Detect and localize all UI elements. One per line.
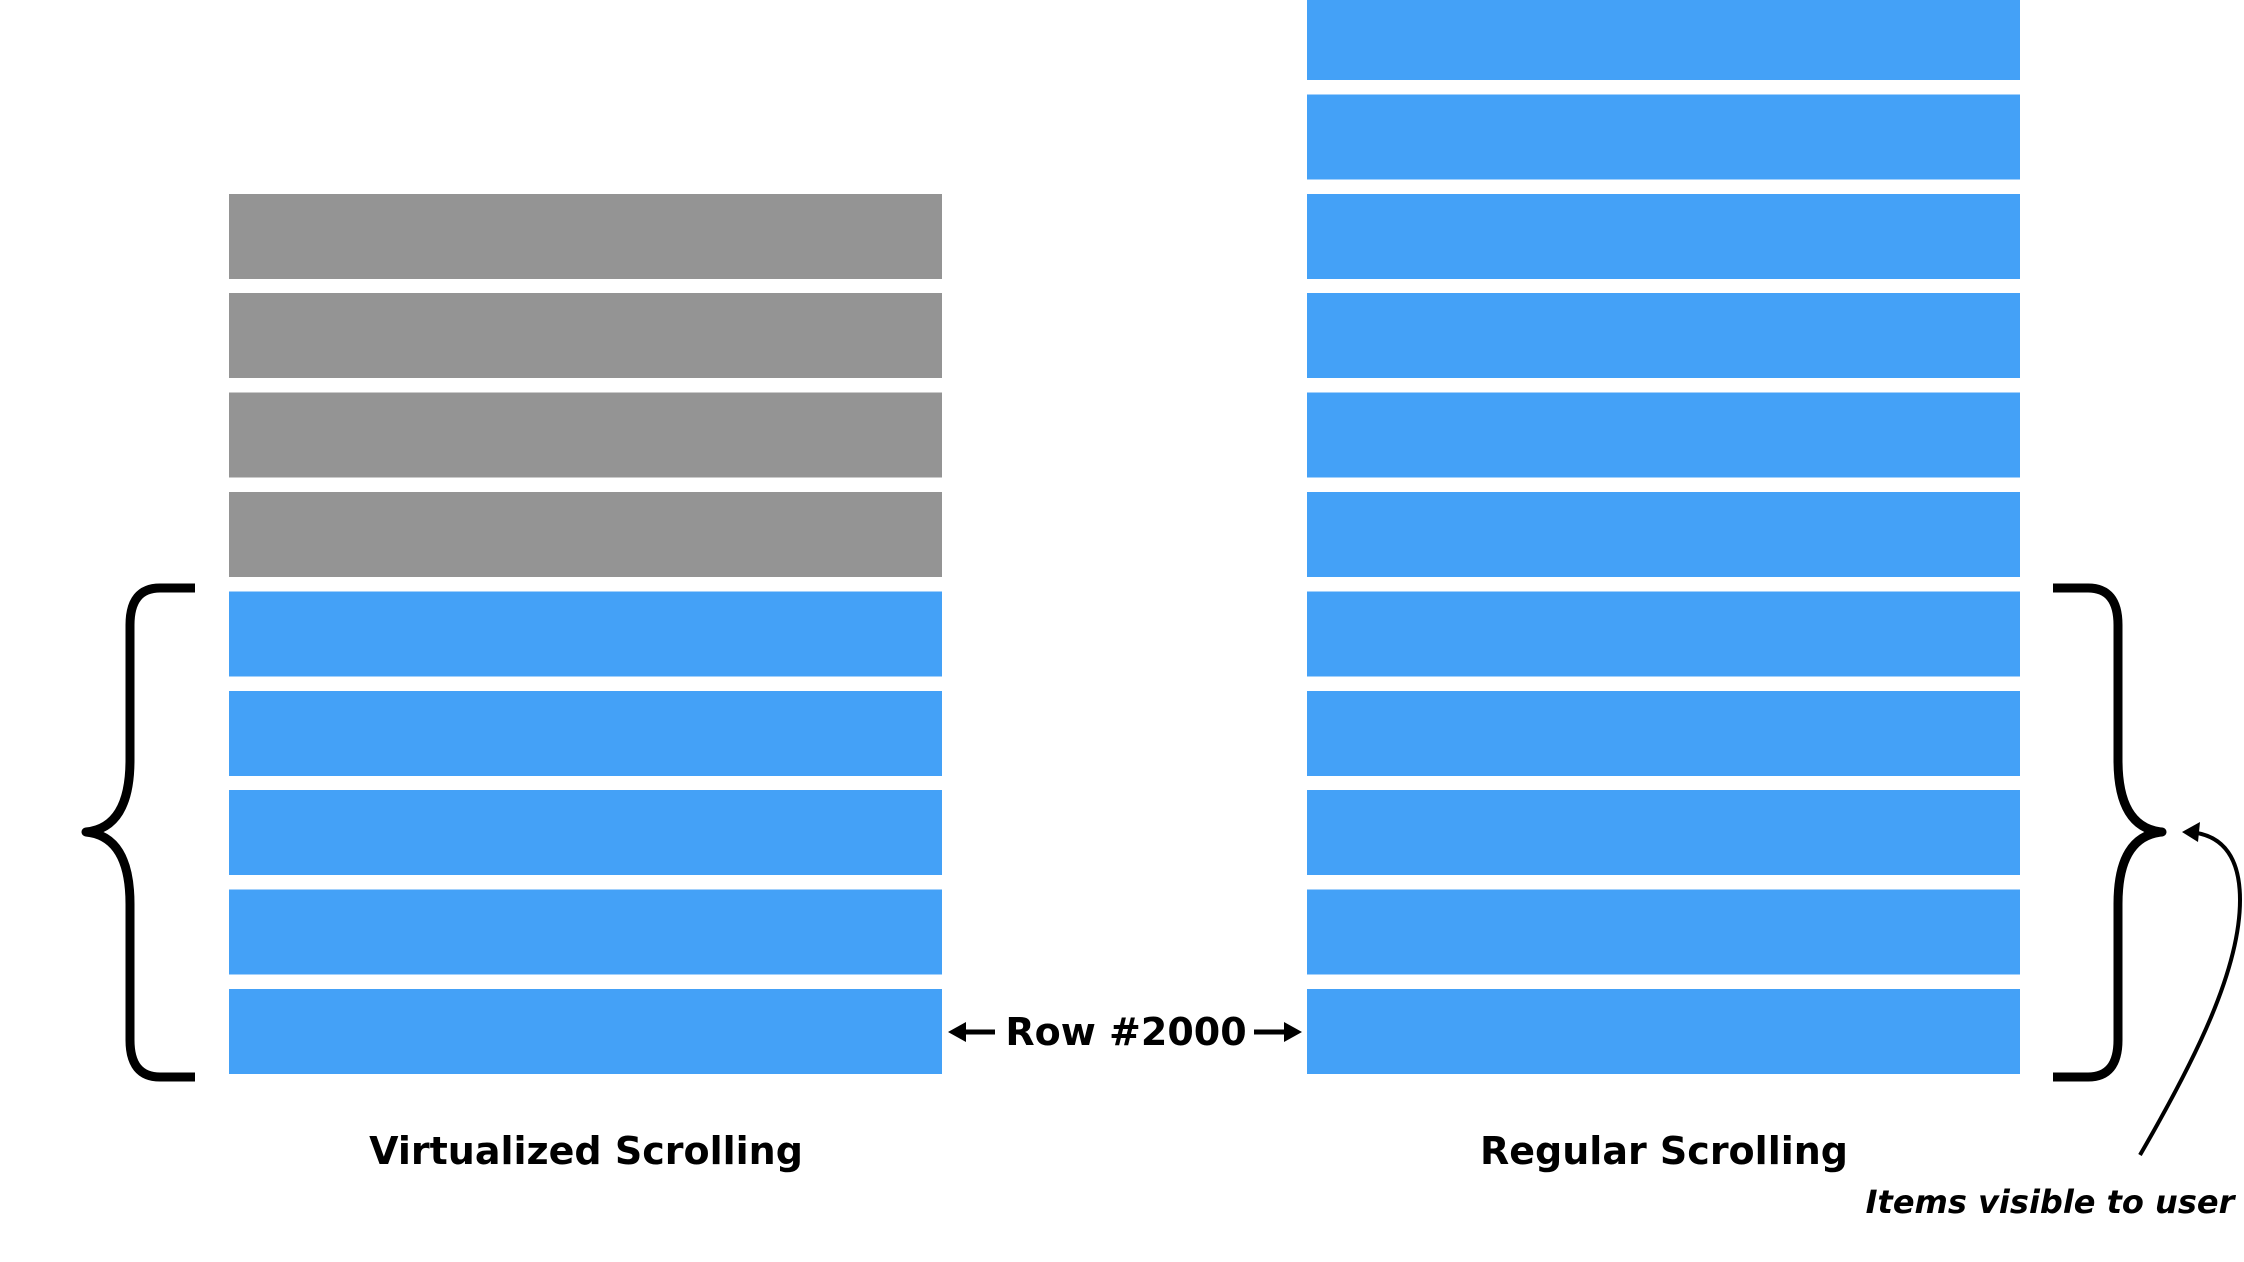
regular-row-stack xyxy=(1307,0,2020,1074)
right-visible-brace xyxy=(2053,583,2167,1082)
virtualized-scrolling-caption: Virtualized Scrolling xyxy=(369,1129,803,1173)
regular-visible-row-9 xyxy=(1307,790,2020,876)
regular-visible-row-2 xyxy=(1307,94,2020,180)
row-2000-label: Row #2000 xyxy=(1005,1010,1246,1054)
regular-visible-row-6 xyxy=(1307,492,2020,577)
virtualized-visible-row-8 xyxy=(229,889,942,975)
regular-visible-row-5 xyxy=(1307,392,2020,478)
virtualized-offscreen-row-4 xyxy=(229,492,942,577)
annotation-arrow-icon xyxy=(2138,822,2243,1157)
virtualized-offscreen-row-2 xyxy=(229,293,942,379)
regular-visible-row-4 xyxy=(1307,293,2020,379)
virtualized-offscreen-row-3 xyxy=(229,392,942,478)
regular-visible-row-1 xyxy=(1307,0,2020,80)
items-visible-annotation: Items visible to user xyxy=(1866,1183,2237,1221)
regular-visible-row-8 xyxy=(1307,690,2020,776)
virtualized-offscreen-row-1 xyxy=(229,193,942,279)
regular-visible-row-10 xyxy=(1307,889,2020,975)
regular-visible-row-3 xyxy=(1307,193,2020,279)
left-visible-brace xyxy=(81,583,195,1082)
regular-scrolling-caption: Regular Scrolling xyxy=(1480,1129,1848,1173)
regular-visible-row-11 xyxy=(1307,989,2020,1074)
virtualized-visible-row-9 xyxy=(229,989,942,1074)
row-2000-left-arrow-icon xyxy=(948,1022,995,1042)
virtualized-visible-row-5 xyxy=(229,591,942,677)
virtualized-row-stack xyxy=(229,193,942,1074)
regular-visible-row-7 xyxy=(1307,591,2020,677)
virtualized-visible-row-6 xyxy=(229,690,942,776)
virtualized-visible-row-7 xyxy=(229,790,942,876)
row-2000-right-arrow-icon xyxy=(1254,1022,1302,1042)
